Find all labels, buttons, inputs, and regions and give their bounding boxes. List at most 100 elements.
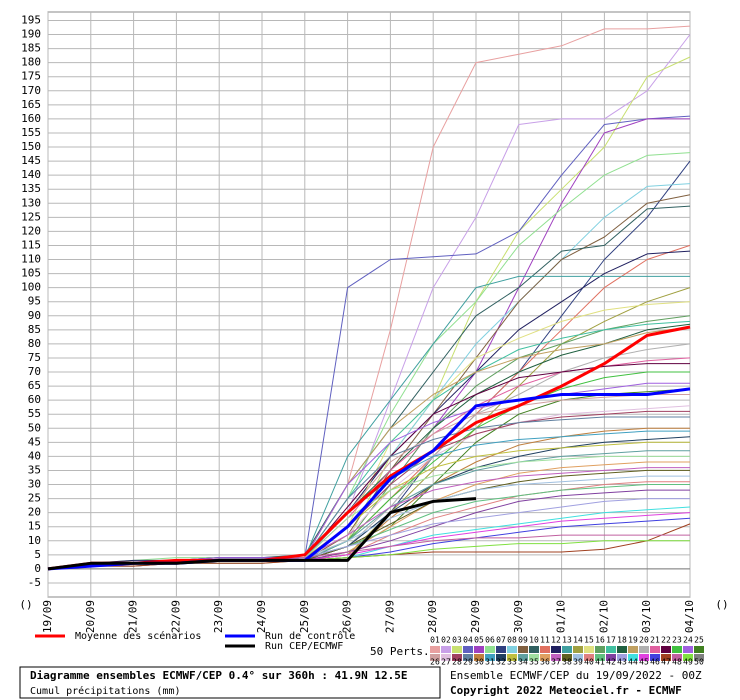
legend-swatch	[463, 654, 473, 661]
legend-label: 14	[573, 636, 583, 645]
legend-swatch	[496, 646, 506, 653]
legend-label: 29	[463, 658, 473, 667]
x-tick-label: 04/10	[683, 600, 696, 633]
legend-label: 47	[661, 658, 671, 667]
legend-label: 32	[496, 658, 506, 667]
y-tick-label: 195	[21, 13, 41, 26]
legend-swatch	[551, 654, 561, 661]
x-tick-label: 27/09	[383, 600, 396, 633]
y-tick-label: 80	[28, 337, 41, 350]
x-tick-label: 21/09	[127, 600, 140, 633]
legend-label: 38	[562, 658, 572, 667]
legend-swatch	[441, 654, 451, 661]
legend-label: 41	[595, 658, 605, 667]
legend-swatch	[628, 646, 638, 653]
y-tick-label: 25	[28, 492, 41, 505]
legend-swatch	[584, 646, 594, 653]
y-tick-label: 115	[21, 238, 41, 251]
y-tick-label: 110	[21, 253, 41, 266]
y-tick-label: 40	[28, 449, 41, 462]
y-tick-label: 190	[21, 28, 41, 41]
legend-swatch	[529, 646, 539, 653]
legend-swatch	[562, 646, 572, 653]
legend-swatch	[485, 654, 495, 661]
ensemble-label: 50 Perts.	[370, 645, 430, 658]
legend-label: 02	[441, 636, 451, 645]
y-tick-label: 95	[28, 295, 41, 308]
y-tick-label: 135	[21, 182, 41, 195]
legend-swatch	[430, 654, 440, 661]
y-tick-label: 15	[28, 520, 41, 533]
legend-label: 22	[661, 636, 671, 645]
y-tick-label: 165	[21, 98, 41, 111]
legend-label: 25	[694, 636, 704, 645]
legend-label: 21	[650, 636, 660, 645]
legend-label: 12	[551, 636, 561, 645]
legend-label: Moyenne des scénarios	[75, 630, 201, 642]
legend-label: 19	[628, 636, 638, 645]
legend-swatch	[507, 654, 517, 661]
legend-label: 36	[540, 658, 550, 667]
legend-label: 10	[529, 636, 539, 645]
chart-subtitle: Cumul précipitations (mm)	[30, 685, 181, 697]
legend-swatch	[441, 646, 451, 653]
legend-label: 34	[518, 658, 528, 667]
x-tick-label: 02/10	[597, 600, 610, 633]
legend-label: 08	[507, 636, 517, 645]
legend-swatch	[683, 654, 693, 661]
legend-swatch	[485, 646, 495, 653]
y-tick-label: 55	[28, 407, 41, 420]
x-tick-label: 29/09	[469, 600, 482, 633]
legend-label: 06	[485, 636, 495, 645]
legend-swatch	[540, 646, 550, 653]
legend-label: 39	[573, 658, 583, 667]
y-tick-label: 145	[21, 154, 41, 167]
y-tick-label: 175	[21, 70, 41, 83]
legend-swatch	[672, 654, 682, 661]
legend-label: 01	[430, 636, 440, 645]
legend-swatch	[694, 654, 704, 661]
legend-label: 05	[474, 636, 484, 645]
legend-swatch	[639, 654, 649, 661]
legend-swatch	[496, 654, 506, 661]
chart-title: Diagramme ensembles ECMWF/CEP 0.4° sur 3…	[30, 669, 408, 682]
legend-swatch	[584, 654, 594, 661]
legend-swatch	[463, 646, 473, 653]
x-tick-label: 28/09	[426, 600, 439, 633]
y-tick-label: 10	[28, 534, 41, 547]
run-info: Ensemble ECMWF/CEP du 19/09/2022 - 00Z	[450, 669, 702, 682]
y-tick-label: 125	[21, 210, 41, 223]
legend-label: 44	[628, 658, 638, 667]
legend-label: 11	[540, 636, 550, 645]
legend-label: 31	[485, 658, 495, 667]
legend-swatch	[518, 654, 528, 661]
y-tick-label: 140	[21, 168, 41, 181]
legend-label: 18	[617, 636, 627, 645]
copyright: Copyright 2022 Meteociel.fr - ECMWF	[450, 684, 682, 697]
legend-swatch	[650, 646, 660, 653]
x-tick-label: 30/09	[512, 600, 525, 633]
legend-label: 24	[683, 636, 693, 645]
legend-swatch	[430, 646, 440, 653]
y-tick-label: 70	[28, 365, 41, 378]
y-tick-label: 0	[34, 562, 41, 575]
y-tick-label: 105	[21, 267, 41, 280]
y-tick-label: 30	[28, 478, 41, 491]
x-tick-label: 24/09	[255, 600, 268, 633]
series-line	[47, 497, 477, 571]
plot-area	[47, 11, 691, 598]
legend-label: 46	[650, 658, 660, 667]
legend-label: 09	[518, 636, 528, 645]
legend-label: 40	[584, 658, 594, 667]
legend-label: 49	[683, 658, 693, 667]
legend-swatch	[617, 654, 627, 661]
x-tick-label: 19/09	[41, 600, 54, 633]
legend-label: 33	[507, 658, 517, 667]
y-tick-label: -5	[28, 576, 41, 589]
x-tick-label: 20/09	[84, 600, 97, 633]
legend-swatch	[639, 646, 649, 653]
legend-swatch	[694, 646, 704, 653]
legend-label: 45	[639, 658, 649, 667]
y-tick-label: 180	[21, 56, 41, 69]
